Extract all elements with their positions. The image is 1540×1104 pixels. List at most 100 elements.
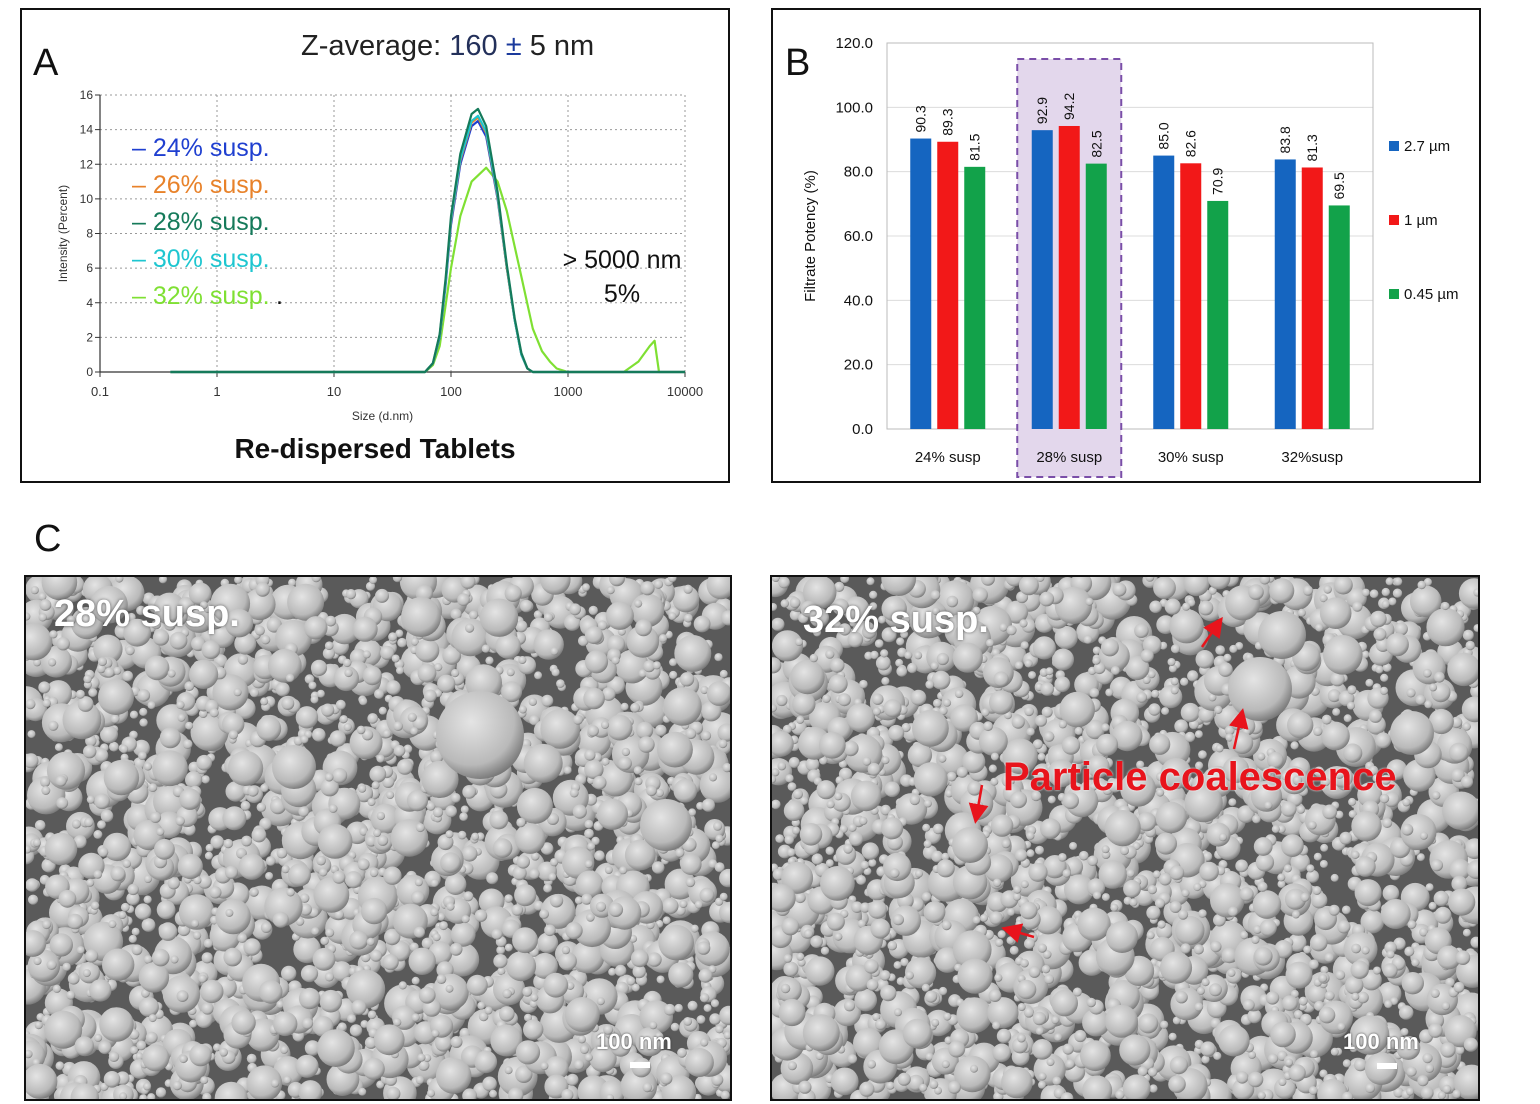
particle	[980, 914, 988, 922]
particle	[584, 1053, 593, 1062]
particle	[41, 786, 51, 795]
particle	[1014, 661, 1024, 670]
particle	[1306, 869, 1320, 883]
particle	[1293, 1010, 1303, 1020]
particle	[184, 681, 195, 692]
particle	[656, 975, 665, 984]
particle	[1037, 752, 1046, 761]
particle	[1369, 589, 1379, 599]
particle	[417, 1053, 426, 1062]
y-tick-label: 10	[80, 192, 94, 206]
particle	[444, 873, 467, 895]
particle	[26, 878, 39, 892]
particle	[451, 618, 490, 657]
particle	[805, 757, 820, 772]
panel-c-letter: C	[34, 518, 62, 560]
particle	[176, 700, 185, 710]
category-label: 28% susp	[1036, 449, 1102, 466]
particle-field	[772, 577, 1478, 1099]
legend-label: 2.7 µm	[1404, 138, 1450, 155]
particle	[626, 976, 636, 986]
particle	[604, 866, 613, 874]
particle	[344, 668, 353, 678]
particle	[1208, 983, 1222, 997]
particle	[848, 831, 864, 847]
particle	[308, 681, 317, 690]
particle	[660, 1072, 673, 1085]
particle	[371, 781, 380, 790]
series-line-2	[170, 107, 685, 374]
particle	[672, 585, 700, 613]
annotation-size: > 5000 nm	[562, 246, 682, 274]
particle	[320, 778, 339, 797]
data-label: 81.3	[1304, 134, 1320, 161]
particle	[541, 694, 554, 707]
particle	[430, 878, 439, 888]
particle	[1054, 625, 1078, 650]
particle	[683, 613, 693, 623]
particle	[550, 858, 559, 867]
particle	[718, 739, 728, 749]
particle	[1201, 1055, 1210, 1064]
particle	[529, 999, 538, 1008]
y-tick-label: 14	[80, 123, 94, 137]
particle	[668, 962, 694, 988]
particle	[286, 888, 295, 897]
particle	[243, 938, 261, 956]
particle	[276, 1000, 285, 1009]
particle	[490, 1024, 523, 1057]
particle	[358, 784, 367, 793]
particle	[143, 955, 153, 964]
particle	[699, 993, 710, 1003]
particle	[711, 1073, 724, 1086]
particle	[362, 666, 382, 686]
particle	[1431, 859, 1443, 872]
particle	[90, 901, 100, 910]
particle	[1035, 845, 1044, 855]
particle	[393, 745, 406, 757]
particle	[104, 667, 115, 678]
y-tick-label: 6	[86, 261, 93, 275]
particle	[201, 952, 213, 964]
particle	[138, 751, 147, 760]
particle	[312, 728, 326, 742]
particle	[334, 909, 344, 920]
particle	[529, 715, 540, 726]
particle	[1180, 702, 1200, 723]
particle	[925, 1052, 934, 1061]
particle	[673, 779, 698, 803]
particle	[626, 625, 660, 658]
particle	[287, 863, 311, 887]
particle	[26, 753, 39, 769]
legend-swatch	[1389, 289, 1399, 299]
y-axis-label: Intensity (Percent)	[56, 185, 70, 282]
particle	[938, 754, 947, 763]
particle	[489, 1089, 498, 1098]
particle	[392, 577, 403, 583]
particle	[1473, 624, 1478, 633]
particle	[1005, 600, 1029, 624]
bar	[1207, 200, 1229, 429]
particle	[143, 762, 153, 771]
y-tick-label: 16	[80, 88, 94, 102]
particle	[38, 592, 47, 601]
particle	[1247, 1009, 1262, 1024]
particle	[655, 788, 664, 798]
particle	[415, 638, 440, 663]
particle	[324, 972, 334, 982]
particle	[219, 1048, 228, 1057]
particle	[523, 1019, 544, 1040]
particle	[785, 774, 794, 783]
particle	[880, 649, 889, 658]
particle	[191, 919, 200, 928]
sem-particles-28	[26, 577, 730, 1099]
particle	[471, 832, 480, 841]
particle	[606, 586, 615, 595]
particle	[461, 915, 470, 924]
particle	[71, 819, 81, 829]
particle	[838, 623, 851, 636]
particle	[398, 981, 407, 990]
particle	[720, 610, 730, 626]
particle	[89, 979, 112, 1002]
particle	[209, 886, 222, 899]
